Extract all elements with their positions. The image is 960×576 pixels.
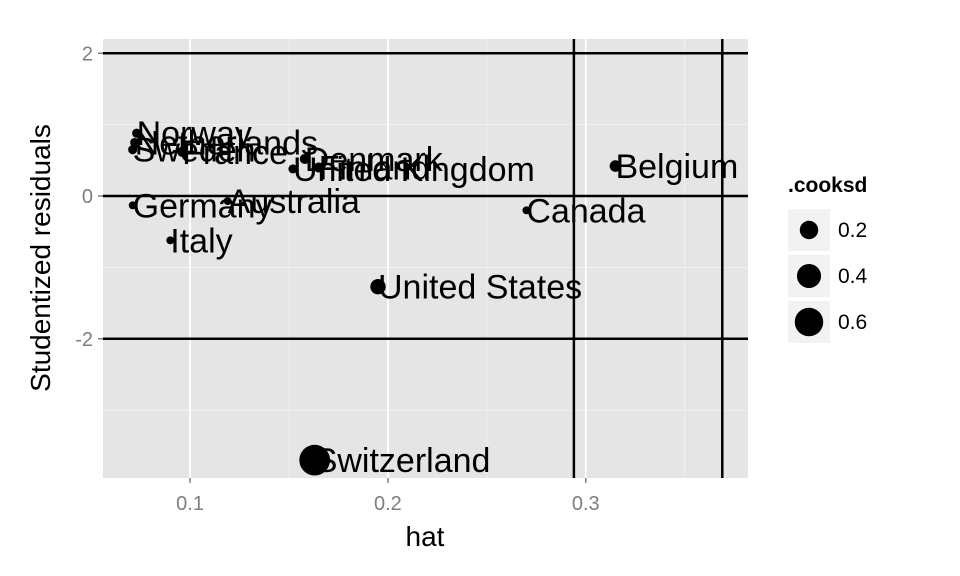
y-tick-label: -2 xyxy=(75,329,93,351)
point-label: Germany xyxy=(133,187,273,225)
point-label: Switzerland xyxy=(315,442,491,480)
data-points xyxy=(128,128,622,476)
point-label: United States xyxy=(378,269,582,307)
data-point xyxy=(128,201,137,210)
point-label: United Kingdom xyxy=(293,151,535,189)
data-point xyxy=(370,279,386,295)
y-tick-label: 0 xyxy=(82,186,93,208)
data-point xyxy=(166,236,175,245)
point-label: Denmark xyxy=(305,141,444,179)
data-point xyxy=(223,197,232,205)
point-label: Finland xyxy=(319,149,431,187)
x-tick-label: 0.2 xyxy=(374,493,402,515)
legend: .cooksd 0.2 0.4 0.6 xyxy=(788,174,868,343)
legend-label: 0.4 xyxy=(838,265,868,288)
point-label: Sweden xyxy=(133,132,256,170)
reference-lines xyxy=(103,39,748,478)
data-point xyxy=(288,164,298,174)
legend-title: .cooksd xyxy=(788,174,867,197)
legend-label: 0.6 xyxy=(838,311,867,334)
point-label: Italy xyxy=(170,222,232,260)
data-point xyxy=(177,146,188,157)
y-axis-ticks: 2 0 -2 xyxy=(75,43,103,351)
x-axis-title: hat xyxy=(406,521,445,552)
point-label: Norway xyxy=(137,115,252,153)
data-point xyxy=(609,160,622,172)
point-label: Australia xyxy=(228,183,360,221)
point-label: Netherlands xyxy=(135,125,318,163)
data-point xyxy=(130,137,140,148)
data-point xyxy=(128,145,138,155)
legend-label: 0.2 xyxy=(838,219,867,242)
legend-entries: 0.2 0.4 0.6 xyxy=(788,209,868,343)
minor-gridlines xyxy=(103,39,748,478)
x-tick-label: 0.1 xyxy=(176,493,204,515)
data-point xyxy=(313,162,324,173)
y-tick-label: 2 xyxy=(82,43,93,65)
x-tick-label: 0.3 xyxy=(572,493,600,515)
y-axis-title: Studentized residuals xyxy=(25,124,56,392)
data-point xyxy=(522,206,531,215)
x-axis-ticks: 0.1 0.2 0.3 xyxy=(176,478,600,515)
data-point xyxy=(299,153,310,164)
legend-symbol xyxy=(794,307,824,337)
point-label: France xyxy=(182,134,288,172)
plot-panel xyxy=(103,39,748,478)
point-label: Canada xyxy=(526,192,645,230)
point-label: Belgium xyxy=(615,148,738,186)
data-point xyxy=(132,128,142,138)
legend-symbol xyxy=(799,220,819,240)
data-point xyxy=(299,444,331,476)
legend-symbol xyxy=(796,263,822,289)
